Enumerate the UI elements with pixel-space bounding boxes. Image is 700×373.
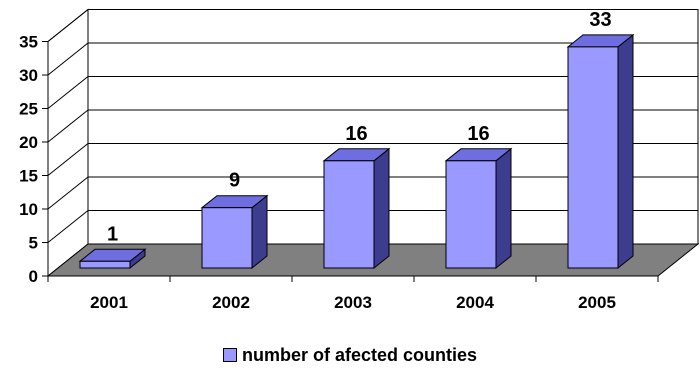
bar <box>566 33 635 270</box>
bar-front <box>567 46 619 269</box>
data-label: 1 <box>107 223 118 245</box>
y-tick-label: 25 <box>19 100 38 119</box>
x-tick-label: 2002 <box>212 293 250 312</box>
side-wall <box>47 8 89 278</box>
bar-front <box>323 160 375 269</box>
gridline <box>47 9 698 42</box>
x-tick-label: 2003 <box>334 293 372 312</box>
axes: 0 5 10 15 20 25 30 35 2001 2002 2003 2004 2005 <box>19 33 659 312</box>
x-tick-label: 2001 <box>90 293 128 312</box>
y-tick-label: 0 <box>29 267 38 286</box>
y-tick-label: 35 <box>19 33 38 52</box>
bar <box>322 147 391 270</box>
x-tick-label: 2004 <box>456 293 494 312</box>
data-label: 33 <box>589 9 611 31</box>
data-label: 9 <box>229 170 240 192</box>
y-tick-label: 20 <box>19 133 38 152</box>
bars <box>78 33 635 270</box>
y-tick-label: 10 <box>19 200 38 219</box>
y-tick-label: 5 <box>29 234 38 253</box>
legend-swatch <box>222 348 237 362</box>
legend: number of afected counties <box>0 345 700 366</box>
bar-side <box>617 33 634 270</box>
data-label: 16 <box>345 123 367 145</box>
gridline <box>47 143 698 176</box>
bar-side <box>251 194 268 270</box>
bar-side <box>373 147 390 270</box>
y-tick-label: 15 <box>19 167 38 186</box>
bar <box>200 194 269 270</box>
legend-label: number of afected counties <box>241 345 478 365</box>
bar-front <box>79 260 131 269</box>
x-tick-label: 2005 <box>578 293 616 312</box>
data-labels: 1 9 16 16 33 <box>107 9 612 245</box>
y-tick-label: 30 <box>19 66 38 85</box>
gridline <box>47 109 698 143</box>
bar <box>444 147 513 270</box>
data-label: 16 <box>467 123 489 145</box>
bar-front <box>445 160 497 269</box>
bar-front <box>201 207 253 269</box>
bar <box>78 248 147 270</box>
gridline <box>47 42 698 76</box>
bar-side <box>495 147 512 270</box>
gridline <box>47 76 698 109</box>
